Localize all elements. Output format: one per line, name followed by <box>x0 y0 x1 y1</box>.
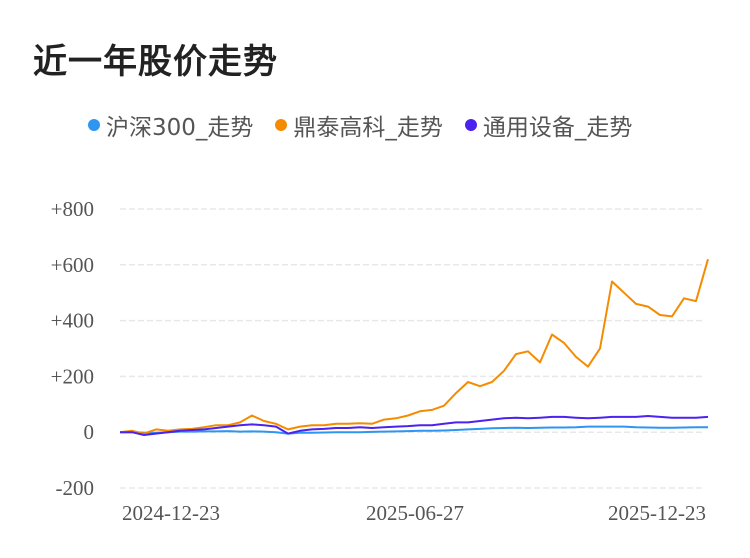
y-tick-label: 0 <box>84 420 95 444</box>
chart-title: 近一年股价走势 <box>33 42 278 82</box>
legend-item-hs300[interactable]: 沪深300_走势 <box>88 108 253 142</box>
y-tick-label: +800 <box>51 197 94 221</box>
y-tick-label: +200 <box>51 364 94 388</box>
series-line-0 <box>120 425 708 435</box>
y-tick-label: +600 <box>51 253 94 277</box>
legend-label: 通用设备_走势 <box>482 115 633 141</box>
series-line-2 <box>120 415 709 436</box>
legend-item-dingtai[interactable]: 鼎泰高科_走势 <box>275 108 443 142</box>
legend-dot-icon <box>275 119 288 131</box>
y-tick-label: -200 <box>56 476 95 500</box>
x-tick-label: 2025-06-27 <box>366 501 464 525</box>
x-tick-label: 2024-12-23 <box>122 501 220 525</box>
legend-dot-icon <box>88 119 100 131</box>
legend-label: 鼎泰高科_走势 <box>293 115 443 141</box>
y-tick-label: +400 <box>51 309 94 333</box>
legend-dot-icon <box>464 119 477 131</box>
x-tick-label: 2025-12-23 <box>608 501 706 525</box>
legend: 沪深300_走势 鼎泰高科_走势 通用设备_走势 <box>88 108 632 142</box>
series-line-1 <box>119 258 709 435</box>
legend-label: 沪深300_走势 <box>106 115 254 141</box>
legend-item-tongyong[interactable]: 通用设备_走势 <box>464 108 633 142</box>
